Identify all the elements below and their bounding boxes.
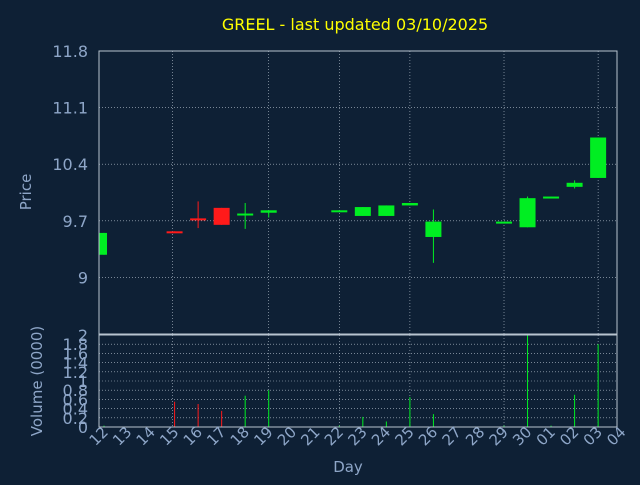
price-tick-label: 11.1: [52, 99, 88, 118]
volume-panel: 21.81.61.41.210.80.60.40.20 Volume (0000…: [28, 326, 618, 437]
candle-26: [425, 209, 442, 263]
volume-tick-label: 0.2: [63, 409, 88, 428]
volume-tick-label: 1.2: [63, 363, 88, 382]
day-axis: 1213141516171819202122232425262728293001…: [86, 423, 630, 449]
price-grid: [99, 51, 617, 334]
volume-tick-label: 1: [78, 372, 88, 391]
volume-panel-frame: [98, 334, 618, 428]
volume-tick-label: 1.8: [63, 335, 88, 354]
candle-body: [166, 231, 183, 234]
price-axis-label: Price: [17, 174, 35, 211]
candle-body: [213, 207, 230, 225]
volume-tick-label: 2: [78, 326, 88, 345]
candle-17: [213, 207, 230, 225]
volume-axis-label: Volume (0000): [28, 326, 46, 436]
price-candles: [99, 137, 607, 263]
volume-tick-label: 1.4: [63, 354, 88, 373]
candle-16: [190, 201, 207, 229]
candle-18: [237, 203, 254, 229]
candle-29: [496, 221, 513, 224]
candle-01: [543, 196, 560, 199]
candle-15: [166, 231, 183, 234]
candle-body: [378, 205, 395, 216]
candle-body: [543, 196, 560, 199]
volume-y-axis: 21.81.61.41.210.80.60.40.20: [63, 326, 88, 437]
candle-body: [331, 210, 348, 213]
candle-23: [354, 207, 371, 216]
price-y-axis: 11.8 11.1 10.4 9.7 9: [52, 42, 88, 287]
volume-tick-label: 1.6: [63, 344, 88, 363]
candle-30: [519, 196, 536, 228]
candle-24: [378, 205, 395, 216]
volume-bars: [103, 335, 599, 427]
candle-body: [425, 221, 442, 237]
candle-12: [99, 232, 107, 255]
price-tick-label: 9: [78, 268, 88, 287]
candle-body: [590, 137, 607, 178]
candle-body: [190, 218, 207, 221]
candle-body: [496, 221, 513, 224]
price-tick-label: 9.7: [63, 212, 88, 231]
candle-body: [260, 210, 277, 213]
volume-tick-label: 0.8: [63, 381, 88, 400]
price-panel: 11.8 11.1 10.4 9.7 9 Price: [17, 42, 618, 335]
volume-tick-label: 0: [78, 418, 88, 437]
price-tick-label: 11.8: [52, 42, 88, 61]
candle-body: [519, 198, 536, 228]
volume-grid: [99, 335, 617, 427]
price-tick-label: 10.4: [52, 155, 88, 174]
candle-03: [590, 137, 607, 178]
day-axis-label: Day: [333, 458, 363, 476]
candle-19: [260, 210, 277, 218]
volume-tick-label: 0.4: [63, 400, 88, 419]
price-panel-frame: [98, 50, 618, 335]
candle-22: [331, 210, 348, 213]
candle-body: [99, 232, 107, 255]
candle-body: [566, 182, 583, 187]
candle-body: [401, 203, 418, 206]
candle-02: [566, 180, 583, 189]
candle-body: [354, 207, 371, 216]
volume-tick-label: 0.6: [63, 390, 88, 409]
chart-title: GREEL - last updated 03/10/2025: [222, 15, 488, 34]
candle-25: [401, 203, 418, 206]
candle-body: [237, 213, 254, 216]
